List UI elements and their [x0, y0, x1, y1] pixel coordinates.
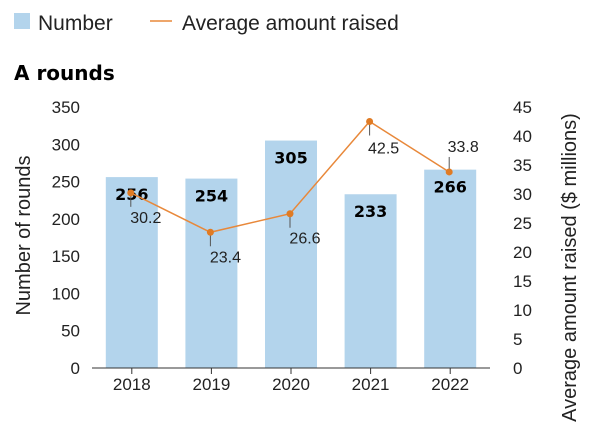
y-tick-label: 350	[52, 98, 80, 117]
bar-value-label: 233	[354, 202, 387, 221]
point-value-label: 33.8	[448, 139, 479, 156]
y2-tick-label: 15	[513, 272, 532, 291]
point-value-label: 23.4	[210, 249, 241, 266]
legend: Number Average amount raised	[14, 12, 399, 35]
legend-label-number: Number	[38, 12, 113, 35]
x-tick-label: 2022	[431, 375, 469, 394]
y2-tick-label: 5	[513, 330, 522, 349]
bar-value-label: 305	[274, 149, 307, 168]
bar-value-label: 254	[195, 187, 228, 206]
y2-tick-label: 0	[513, 359, 522, 378]
bar-2020	[265, 140, 317, 368]
x-tick-label: 2020	[272, 375, 310, 394]
chart-title: A rounds	[14, 61, 115, 85]
average-point-2020	[286, 210, 294, 218]
y2-tick-label: 35	[513, 156, 532, 175]
legend-swatch-number	[14, 13, 30, 29]
point-value-label: 30.2	[130, 210, 161, 227]
y2-tick-label: 45	[513, 98, 532, 117]
y2-tick-label: 10	[513, 301, 532, 320]
point-value-label: 26.6	[289, 231, 320, 248]
average-point-2018	[127, 189, 135, 197]
y-axis-title: Number of rounds	[13, 155, 35, 315]
average-point-2019	[206, 228, 214, 236]
bar-2022	[424, 169, 477, 368]
y-tick-label: 150	[52, 247, 80, 266]
y2-tick-label: 40	[513, 127, 532, 146]
y2-axis-title: Average amount raised ($ millions)	[559, 113, 581, 422]
point-value-label: 42.5	[368, 141, 399, 158]
y-tick-label: 200	[52, 210, 80, 229]
y-tick-label: 300	[52, 135, 80, 154]
y-tick-label: 100	[52, 284, 80, 303]
y2-tick-label: 30	[513, 185, 532, 204]
y2-tick-label: 20	[513, 243, 532, 262]
average-point-2021	[366, 118, 374, 125]
bar-2021	[344, 194, 397, 368]
plot-area: 0 50 100 150 200 250 300 350 0 5 10 15 20 25 30 35 40 45 2…	[13, 98, 581, 422]
y-tick-label: 250	[52, 173, 80, 192]
y-tick-label: 0	[71, 359, 80, 378]
x-tick-label: 2018	[113, 375, 151, 394]
x-tick-label: 2021	[352, 375, 390, 394]
x-tick-label: 2019	[192, 375, 230, 394]
bar-2018	[105, 177, 158, 368]
average-point-2022	[445, 168, 453, 176]
y2-tick-label: 25	[513, 214, 532, 233]
y-tick-label: 50	[61, 322, 80, 341]
legend-label-average: Average amount raised	[182, 12, 399, 35]
bar-2019	[185, 178, 238, 368]
bar-value-label: 266	[433, 178, 466, 197]
